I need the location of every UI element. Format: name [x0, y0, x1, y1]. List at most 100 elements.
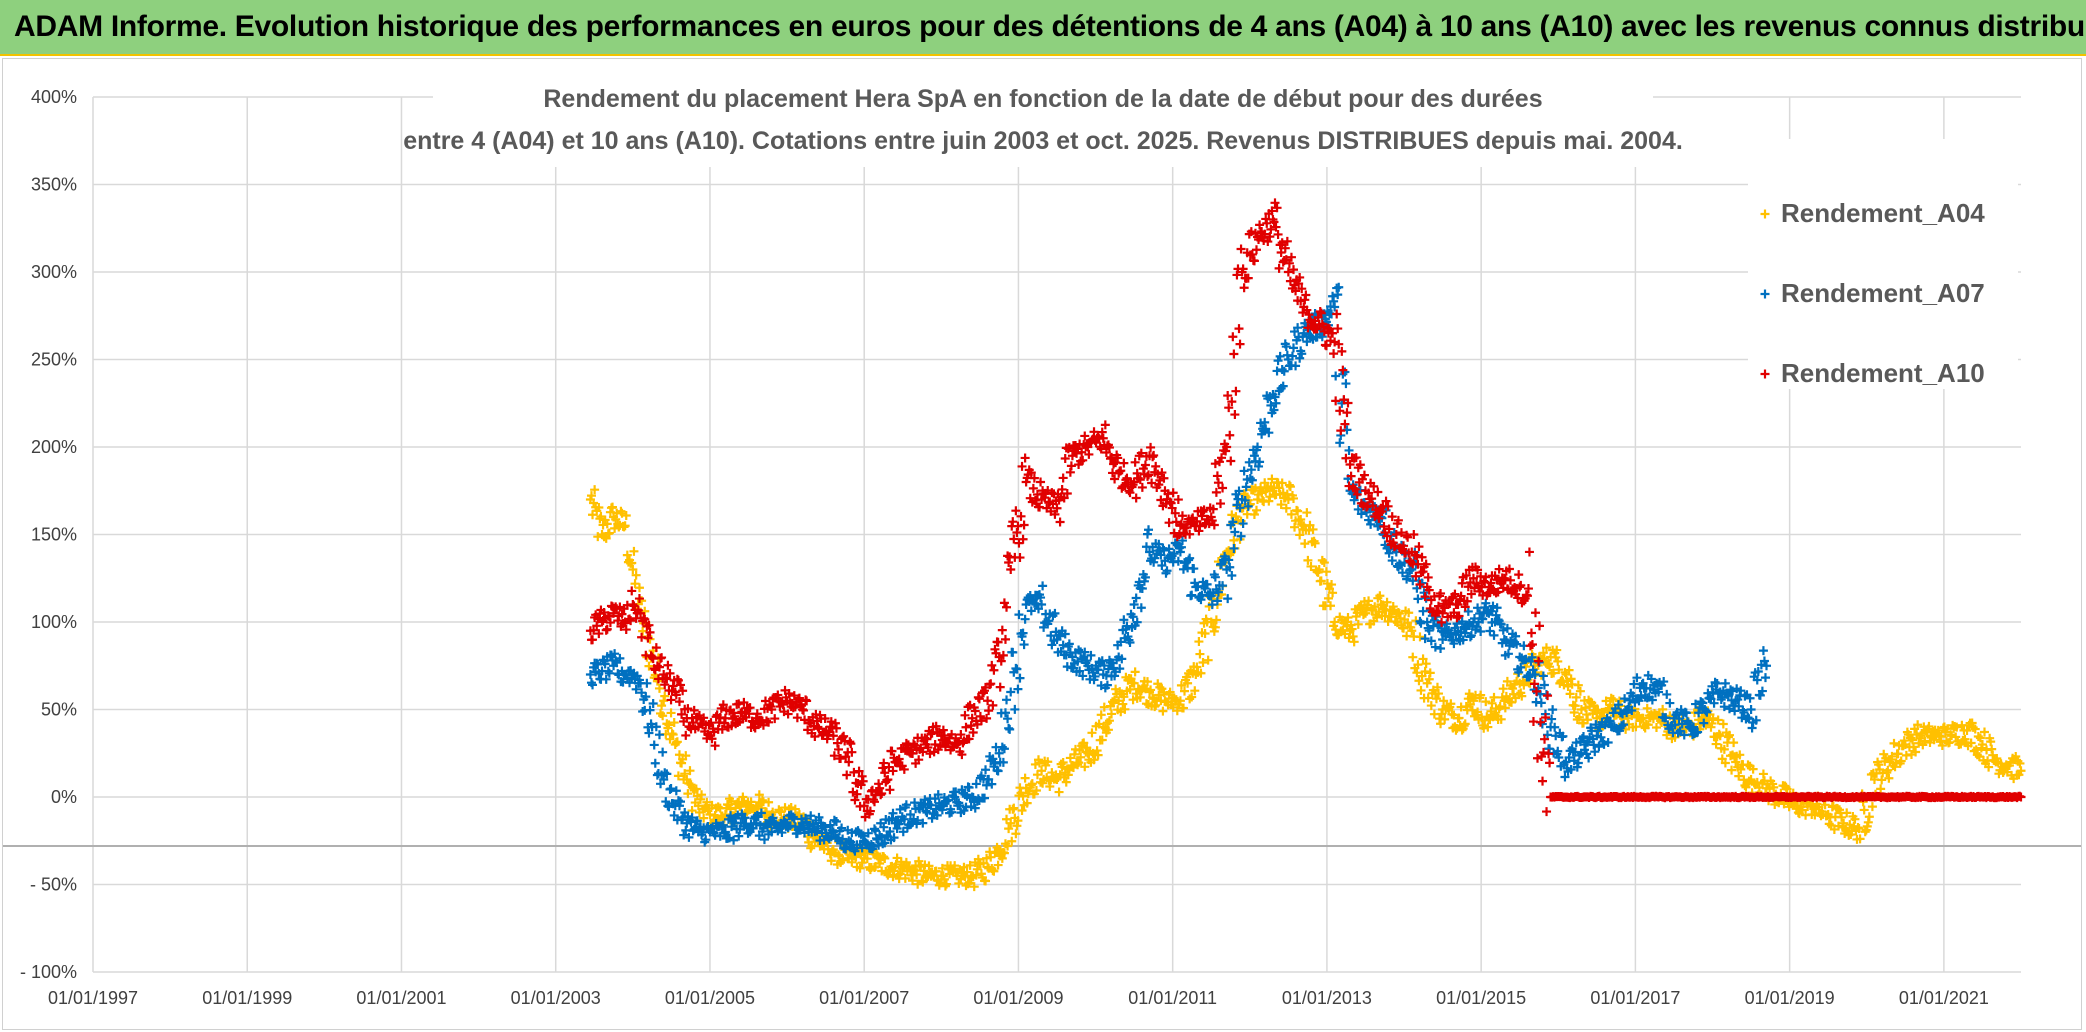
- data-point: [634, 583, 644, 593]
- data-point: [734, 699, 744, 709]
- data-point: [1574, 712, 1584, 722]
- data-point: [1545, 662, 1555, 672]
- data-point: [831, 723, 841, 733]
- data-point: [1677, 719, 1687, 729]
- data-point: [1262, 218, 1272, 228]
- data-point: [703, 729, 713, 739]
- data-point: [1013, 521, 1023, 531]
- data-point: [871, 826, 881, 836]
- data-point: [1463, 606, 1473, 616]
- data-point: [645, 705, 655, 715]
- data-point: [868, 842, 878, 852]
- data-point: [1659, 677, 1669, 687]
- data-point: [980, 793, 990, 803]
- data-point: [1002, 602, 1012, 612]
- data-point: [987, 660, 997, 670]
- data-point: [1013, 684, 1023, 694]
- data-point: [1229, 543, 1239, 553]
- data-point: [1423, 693, 1433, 703]
- data-point: [1226, 456, 1236, 466]
- data-point: [683, 704, 693, 714]
- data-point: [663, 660, 673, 670]
- data-point: [892, 823, 902, 833]
- data-point: [672, 737, 682, 747]
- y-tick-label: 350%: [31, 175, 77, 195]
- data-point: [1202, 617, 1212, 627]
- data-point: [1331, 371, 1341, 381]
- data-point: [1681, 708, 1691, 718]
- data-point: [1019, 640, 1029, 650]
- data-point: [877, 788, 887, 798]
- data-point: [1228, 332, 1238, 342]
- data-point: [1015, 553, 1025, 563]
- x-tick-label: 01/01/2007: [819, 988, 909, 1008]
- data-point: [1489, 630, 1499, 640]
- data-point: [1613, 700, 1623, 710]
- data-point: [1125, 488, 1135, 498]
- data-point: [1552, 645, 1562, 655]
- data-point: [1481, 598, 1491, 608]
- data-point: [1270, 198, 1280, 208]
- data-point: [836, 753, 846, 763]
- data-point: [677, 709, 687, 719]
- data-point: [1966, 738, 1976, 748]
- data-point: [900, 873, 910, 883]
- data-point: [962, 867, 972, 877]
- data-point: [879, 822, 889, 832]
- data-point: [1539, 747, 1549, 757]
- data-point: [658, 711, 668, 721]
- data-point: [1406, 622, 1416, 632]
- data-point: [1117, 654, 1127, 664]
- data-point: [1473, 565, 1483, 575]
- data-point: [718, 820, 728, 830]
- data-point: [1646, 674, 1656, 684]
- data-point: [895, 869, 905, 879]
- data-point: [1430, 642, 1440, 652]
- data-point: [874, 840, 884, 850]
- data-point: [1107, 709, 1116, 719]
- data-point: [1350, 484, 1360, 494]
- x-tick-label: 01/01/1997: [48, 988, 138, 1008]
- data-point: [1558, 731, 1568, 741]
- data-point: [1647, 695, 1657, 705]
- data-point: [1759, 656, 1769, 666]
- data-point: [1924, 721, 1934, 731]
- data-point: [1548, 705, 1558, 715]
- data-point: [1473, 707, 1483, 717]
- data-point: [1436, 588, 1446, 598]
- data-point: [1608, 694, 1618, 704]
- data-point: [993, 860, 1003, 870]
- data-point: [1130, 667, 1140, 677]
- y-tick-label: 400%: [31, 87, 77, 107]
- data-point: [1014, 610, 1024, 620]
- data-point: [887, 746, 897, 756]
- data-point: [1038, 581, 1048, 591]
- data-point: [996, 656, 1006, 666]
- data-point: [643, 633, 653, 643]
- y-tick-label: 0%: [51, 787, 77, 807]
- data-point: [1554, 665, 1564, 675]
- data-point: [1251, 505, 1261, 515]
- data-point: [608, 502, 618, 512]
- data-point: [970, 803, 980, 813]
- data-point: [1488, 601, 1498, 611]
- data-point: [1225, 562, 1235, 572]
- data-point: [1545, 758, 1555, 768]
- data-point: [1011, 829, 1021, 839]
- data-point: [1151, 461, 1161, 471]
- data-point: [1026, 606, 1036, 616]
- data-point: [1920, 736, 1930, 746]
- y-tick-label: 50%: [41, 700, 77, 720]
- data-point: [1467, 705, 1477, 715]
- data-point: [1097, 735, 1107, 745]
- x-tick-label: 01/01/2013: [1282, 988, 1372, 1008]
- data-point: [654, 662, 664, 672]
- data-point: [1412, 550, 1422, 560]
- data-point: [1185, 529, 1195, 539]
- data-point: [710, 741, 720, 751]
- data-point: [1887, 751, 1897, 761]
- data-point: [1093, 665, 1103, 675]
- data-point: [1683, 718, 1693, 728]
- data-point: [1719, 702, 1729, 712]
- data-point: [1536, 698, 1546, 708]
